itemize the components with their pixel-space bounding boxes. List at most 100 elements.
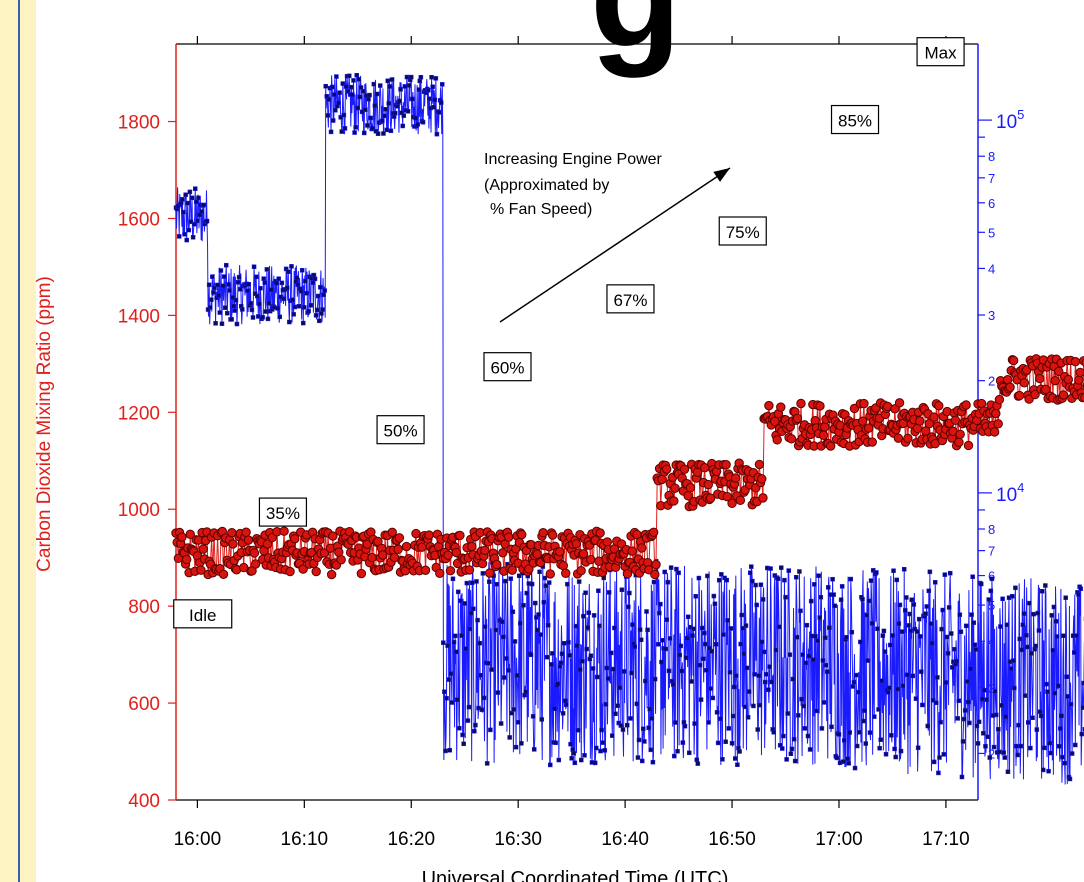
co2-point [602, 537, 612, 547]
particle-point [716, 577, 722, 583]
particle-point [985, 734, 990, 740]
particle-point [934, 700, 939, 706]
particle-point [750, 578, 755, 584]
particle-point [366, 97, 371, 102]
particle-point [275, 306, 280, 311]
particle-point [744, 665, 750, 671]
particle-point [673, 720, 678, 725]
particle-point [928, 621, 934, 626]
right-minor-label: 3 [988, 308, 995, 323]
particle-point [461, 741, 466, 747]
particle-point [312, 276, 318, 282]
particle-point [923, 611, 928, 616]
particle-point [261, 276, 266, 281]
particle-point [694, 757, 700, 763]
particle-point [752, 672, 757, 677]
particle-point [821, 700, 827, 705]
particle-point [402, 84, 408, 89]
co2-point [177, 532, 187, 542]
particle-point [787, 652, 793, 657]
co2-point [507, 565, 517, 575]
particle-point [641, 726, 646, 732]
co2-point [290, 534, 300, 544]
annotation-label: 35% [266, 504, 300, 523]
particle-point [845, 756, 850, 761]
particle-point [371, 81, 377, 87]
particle-point [649, 716, 655, 721]
particle-point [826, 585, 831, 590]
particle-point [418, 75, 424, 80]
particle-point [1008, 666, 1014, 671]
particle-point [698, 697, 704, 702]
particle-point [684, 635, 690, 641]
co2-point [561, 568, 571, 578]
particle-point [738, 641, 743, 647]
particle-point [635, 755, 641, 760]
particle-point [775, 576, 781, 582]
particle-point [773, 647, 779, 653]
particle-point [210, 274, 215, 279]
arrow-label-line: Increasing Engine Power [484, 151, 663, 168]
particle-point [906, 623, 911, 628]
co2-point [657, 474, 667, 485]
particle-point [1027, 600, 1032, 606]
particle-point [552, 706, 557, 712]
particle-point [330, 118, 336, 123]
particle-point [1069, 751, 1075, 756]
particle-point [754, 602, 759, 608]
co2-point [670, 483, 680, 493]
co2-point [517, 529, 527, 540]
particle-point [591, 613, 597, 618]
particle-point [938, 719, 943, 725]
particle-point [907, 611, 912, 617]
particle-point [767, 664, 772, 669]
particle-point [652, 676, 658, 682]
particle-point [392, 110, 398, 116]
particle-point [416, 87, 421, 92]
particle-point [898, 748, 904, 754]
particle-point [332, 92, 337, 97]
particle-point [494, 581, 500, 587]
particle-point [713, 642, 719, 647]
particle-point [798, 608, 803, 614]
particle-point [1052, 690, 1058, 696]
particle-point [697, 662, 703, 668]
particle-point [807, 747, 813, 752]
x-tick-label: 16:40 [601, 829, 649, 850]
particle-point [1021, 611, 1027, 616]
particle-point [325, 113, 331, 118]
particle-point [788, 751, 794, 756]
particle-point [603, 702, 609, 707]
particle-point [650, 759, 656, 765]
particle-point [966, 699, 971, 705]
particle-point [757, 702, 763, 708]
particle-point [338, 115, 343, 120]
particle-point [209, 297, 214, 302]
particle-point [432, 97, 438, 103]
particle-point [460, 732, 465, 738]
particle-point [996, 726, 1001, 732]
particle-point [855, 689, 861, 695]
right-minor-label: 7 [988, 544, 995, 559]
plot-frame [176, 43, 978, 801]
particle-point [666, 668, 672, 674]
particle-point [372, 103, 378, 108]
particle-point [874, 570, 879, 575]
particle-point [510, 609, 516, 614]
particle-point [817, 615, 822, 620]
particle-point [441, 640, 446, 645]
particle-point [945, 651, 951, 656]
particle-point [1015, 752, 1020, 758]
particle-point [287, 319, 292, 325]
particle-point [1044, 681, 1049, 687]
particle-point [827, 625, 832, 630]
particle-point [187, 189, 193, 195]
particle-point [215, 282, 220, 288]
right-major-label: 105 [996, 107, 1024, 133]
particle-point [405, 109, 411, 114]
particle-point [799, 696, 804, 702]
particle-point [583, 590, 588, 595]
particle-point [1050, 648, 1056, 653]
particle-point [377, 83, 383, 88]
particle-point [365, 123, 370, 128]
